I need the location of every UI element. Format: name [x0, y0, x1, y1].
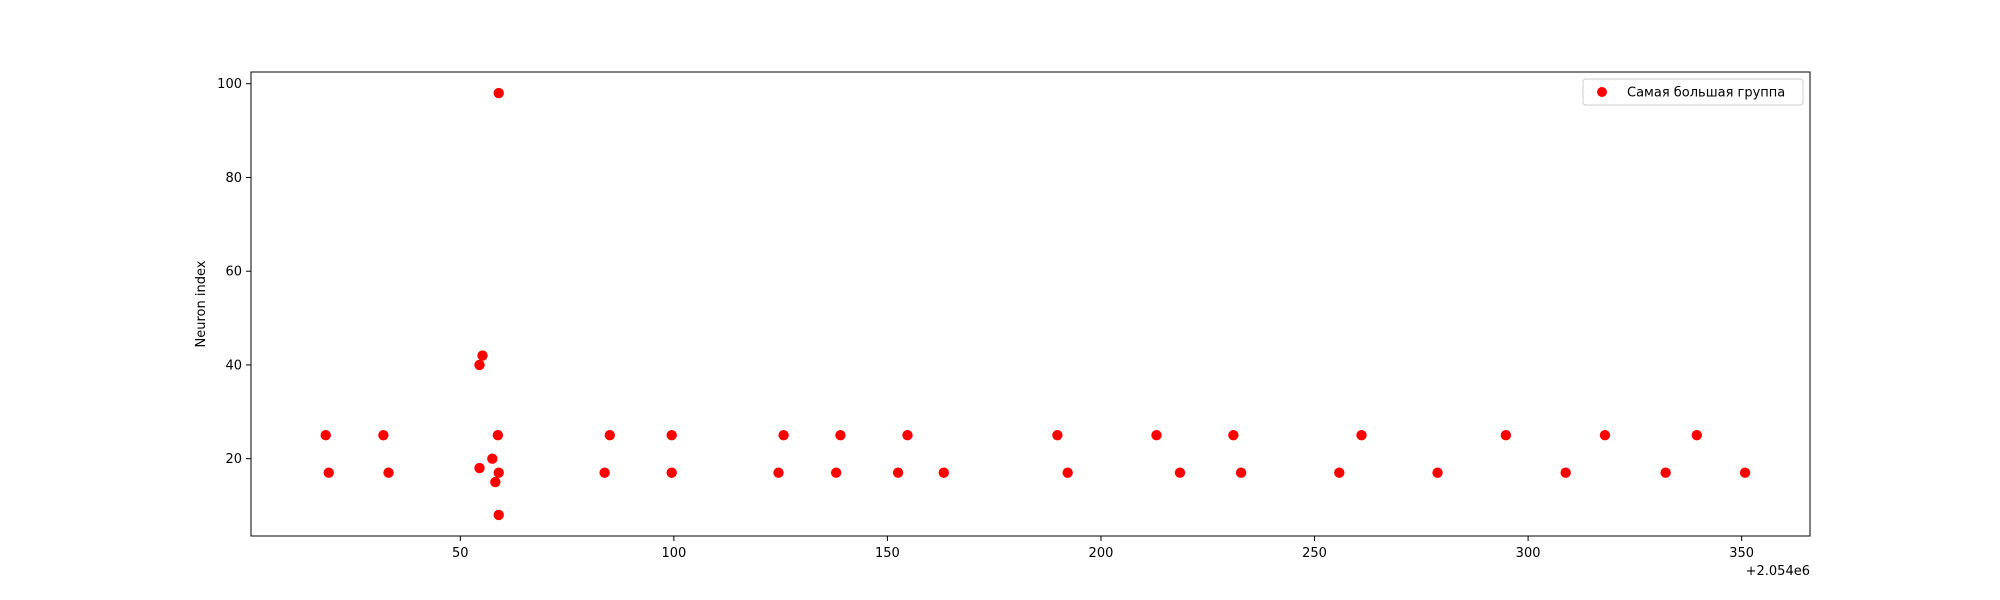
x-tick-label: 100	[661, 546, 686, 561]
data-point	[773, 467, 784, 478]
data-point	[599, 467, 610, 478]
data-point	[1356, 430, 1367, 441]
data-point	[1560, 467, 1571, 478]
y-tick-label: 60	[225, 265, 242, 280]
data-point	[493, 509, 504, 521]
x-tick-label: 300	[1516, 546, 1541, 561]
data-point	[323, 467, 334, 478]
x-tick-label: 250	[1302, 546, 1327, 561]
data-point	[902, 430, 913, 441]
data-point	[1432, 467, 1443, 478]
data-point	[892, 467, 904, 478]
data-point	[320, 430, 331, 441]
legend-label: Самая большая группа	[1627, 86, 1785, 101]
x-tick-label: 350	[1729, 546, 1754, 561]
plot-frame	[250, 71, 1811, 537]
data-point	[938, 467, 949, 478]
data-point	[778, 430, 789, 441]
data-point	[1500, 430, 1512, 441]
data-point	[1228, 430, 1239, 441]
data-point	[1599, 430, 1611, 441]
data-points	[320, 87, 1751, 521]
data-point	[383, 467, 394, 478]
data-point	[1151, 430, 1162, 441]
data-point	[604, 430, 615, 441]
x-tick-label: 200	[1089, 546, 1114, 561]
legend: Самая большая группа	[1582, 78, 1804, 106]
y-tick-label: 100	[217, 77, 242, 92]
data-point	[477, 350, 488, 361]
data-point	[666, 430, 677, 441]
data-point	[490, 476, 501, 488]
x-tick-label: 150	[875, 546, 900, 561]
data-point	[830, 467, 842, 478]
data-point	[1691, 430, 1703, 441]
x-offset-label: +2.054e6	[1746, 564, 1810, 579]
data-point	[493, 87, 504, 99]
legend-marker	[1597, 87, 1607, 97]
data-point	[1062, 467, 1073, 478]
data-point	[1235, 467, 1247, 478]
x-axis-ticks: 50 100 150 200 250 300 350	[452, 536, 1754, 561]
legend-frame	[1582, 78, 1804, 106]
y-tick-label: 40	[225, 358, 242, 373]
data-point	[1739, 467, 1751, 478]
data-point	[835, 430, 846, 441]
y-tick-label: 20	[225, 452, 242, 467]
data-point	[474, 462, 485, 474]
data-point	[1334, 467, 1345, 478]
data-point	[1660, 467, 1671, 478]
data-point	[493, 467, 504, 478]
y-axis-ticks: 20 40 60 80 100	[217, 77, 251, 467]
data-point	[1052, 430, 1063, 441]
data-point	[378, 430, 389, 441]
y-axis-label: Neuron index	[194, 260, 209, 347]
x-tick-label: 50	[452, 546, 469, 561]
data-point	[492, 430, 504, 441]
data-point	[666, 467, 677, 478]
data-point	[474, 359, 485, 371]
data-point	[487, 453, 498, 464]
data-point	[1174, 467, 1186, 478]
y-tick-label: 80	[225, 171, 242, 186]
